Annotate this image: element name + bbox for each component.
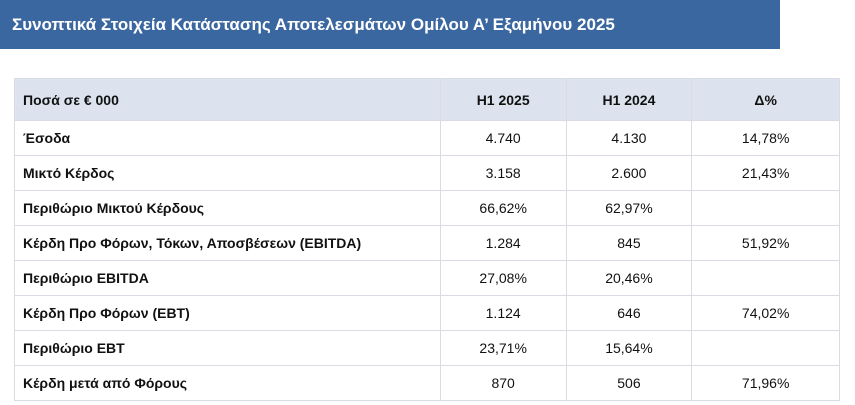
row-label: Περιθώριο Μικτού Κέρδους — [14, 190, 441, 226]
title-bar: Συνοπτικά Στοιχεία Κατάστασης Αποτελεσμά… — [0, 0, 780, 49]
value-cell: 4.740 — [439, 120, 567, 156]
column-header: H1 2025 — [439, 78, 567, 121]
column-header: Δ% — [691, 78, 840, 121]
value-cell: 20,46% — [565, 260, 693, 296]
row-label: Περιθώριο EBT — [14, 330, 441, 366]
value-cell: 870 — [439, 365, 567, 401]
value-cell: 51,92% — [691, 225, 840, 261]
value-cell: 1.284 — [439, 225, 567, 261]
results-table: Ποσά σε € 000 H1 2025 H1 2024 Δ% Έσοδα 4.740… — [14, 78, 840, 401]
value-cell: 15,64% — [565, 330, 693, 366]
header-row: Ποσά σε € 000 H1 2025 H1 2024 Δ% — [14, 78, 840, 121]
row-label: Κέρδη Προ Φόρων, Τόκων, Αποσβέσεων (EBIT… — [14, 225, 441, 261]
table-row: Περιθώριο EBITDA 27,08% 20,46% — [14, 260, 840, 296]
value-cell: 21,43% — [691, 155, 840, 191]
value-cell: 23,71% — [439, 330, 567, 366]
value-cell: 2.600 — [565, 155, 693, 191]
value-cell: 66,62% — [439, 190, 567, 226]
column-header: Ποσά σε € 000 — [14, 78, 441, 121]
empty-cell — [691, 260, 840, 296]
row-label: Έσοδα — [14, 120, 441, 156]
table-row: Κέρδη μετά από Φόρους 870 506 71,96% — [14, 365, 840, 401]
value-cell: 845 — [565, 225, 693, 261]
table-row: Κέρδη Προ Φόρων (EBT) 1.124 646 74,02% — [14, 295, 840, 331]
row-label: Κέρδη Προ Φόρων (EBT) — [14, 295, 441, 331]
table-row: Κέρδη Προ Φόρων, Τόκων, Αποσβέσεων (EBIT… — [14, 225, 840, 261]
value-cell: 14,78% — [691, 120, 840, 156]
column-header: H1 2024 — [565, 78, 693, 121]
table-row: Περιθώριο Μικτού Κέρδους 66,62% 62,97% — [14, 190, 840, 226]
table-body: Έσοδα 4.740 4.130 14,78% Μικτό Κέρδος 3.158 2.… — [14, 120, 840, 401]
table-row: Μικτό Κέρδος 3.158 2.600 21,43% — [14, 155, 840, 191]
value-cell: 27,08% — [439, 260, 567, 296]
table-row: Περιθώριο EBT 23,71% 15,64% — [14, 330, 840, 366]
value-cell: 646 — [565, 295, 693, 331]
row-label: Μικτό Κέρδος — [14, 155, 441, 191]
value-cell: 4.130 — [565, 120, 693, 156]
row-label: Κέρδη μετά από Φόρους — [14, 365, 441, 401]
empty-cell — [691, 330, 840, 366]
value-cell: 1.124 — [439, 295, 567, 331]
value-cell: 62,97% — [565, 190, 693, 226]
table-row: Έσοδα 4.740 4.130 14,78% — [14, 120, 840, 156]
value-cell: 506 — [565, 365, 693, 401]
row-label: Περιθώριο EBITDA — [14, 260, 441, 296]
value-cell: 3.158 — [439, 155, 567, 191]
value-cell: 74,02% — [691, 295, 840, 331]
value-cell: 71,96% — [691, 365, 840, 401]
empty-cell — [691, 190, 840, 226]
